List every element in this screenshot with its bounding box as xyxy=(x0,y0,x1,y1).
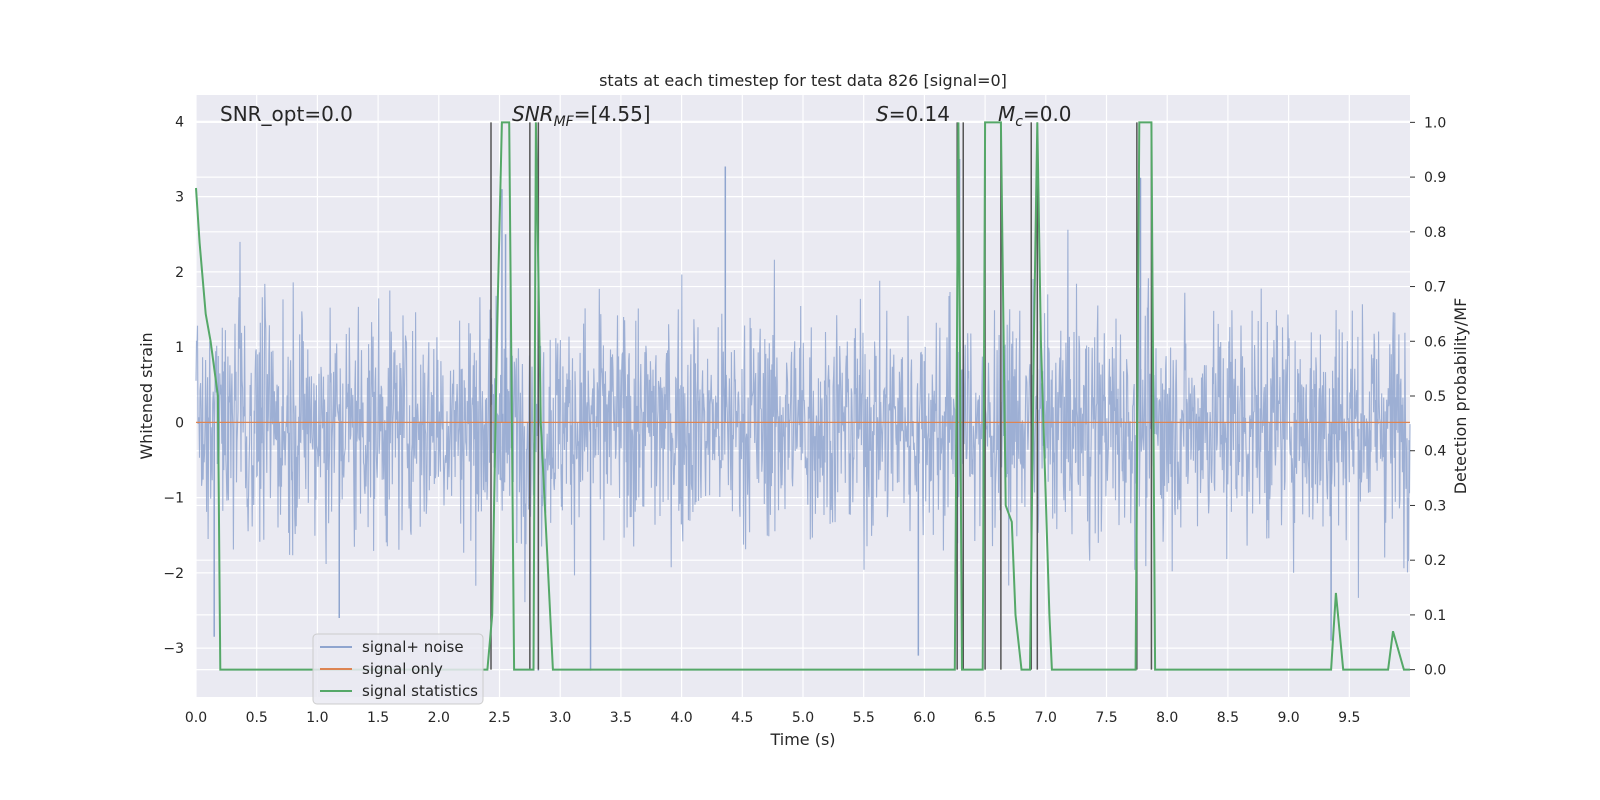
x-tick-label: 4.0 xyxy=(670,710,692,726)
x-tick-label: 8.0 xyxy=(1156,710,1178,726)
x-tick-label: 0.0 xyxy=(185,710,207,726)
annotation-s: S=0.14 xyxy=(876,102,950,126)
x-tick-label: 7.0 xyxy=(1035,710,1057,726)
x-axis-ticks: 0.0 0.5 1.0 1.5 2.0 2.5 3.0 3.5 4.0 4.5 5.0 5.5 6.0 6… xyxy=(185,710,1361,726)
annotation-snr-opt: SNR_opt=0.0 xyxy=(220,102,353,126)
y2-tick-label: 1.0 xyxy=(1424,115,1446,131)
y-axis-ticks: 4 3 2 1 0 −1 −2 −3 xyxy=(163,114,184,657)
legend-label-signal-noise: signal+ noise xyxy=(362,638,464,656)
y2-tick-label: 0.8 xyxy=(1424,225,1446,241)
y2-tick-label: 0.0 xyxy=(1424,663,1446,679)
x-tick-label: 6.5 xyxy=(974,710,996,726)
y2-tick-label: 0.4 xyxy=(1424,444,1446,460)
y-tick-label: 0 xyxy=(175,415,184,431)
x-tick-label: 6.0 xyxy=(913,710,935,726)
x-tick-label: 3.0 xyxy=(549,710,571,726)
y-tick-label: −3 xyxy=(163,641,184,657)
x-tick-label: 1.0 xyxy=(306,710,328,726)
signal-statistics-line xyxy=(195,121,1410,671)
x-tick-label: 0.5 xyxy=(246,710,268,726)
mc-base: M xyxy=(998,102,1015,126)
y2-tick-label: 0.3 xyxy=(1424,498,1446,514)
y2-tick-label: 0.1 xyxy=(1424,608,1446,624)
y2-axis-label: Detection probability/MF xyxy=(1451,298,1470,495)
legend-label-signal-only: signal only xyxy=(362,660,443,678)
x-tick-label: 2.0 xyxy=(428,710,450,726)
x-tick-label: 3.5 xyxy=(610,710,632,726)
x-tick-label: 1.5 xyxy=(367,710,389,726)
y-tick-label: −2 xyxy=(163,566,184,582)
legend-label-signal-statistics: signal statistics xyxy=(362,682,478,700)
y-tick-label: 4 xyxy=(175,114,184,130)
chart-title: stats at each timestep for test data 826… xyxy=(599,71,1007,90)
x-tick-label: 7.5 xyxy=(1095,710,1117,726)
x-tick-label: 9.0 xyxy=(1277,710,1299,726)
x-tick-label: 5.0 xyxy=(792,710,814,726)
x-tick-label: 9.5 xyxy=(1338,710,1360,726)
x-tick-label: 2.5 xyxy=(488,710,510,726)
y2-tick-label: 0.6 xyxy=(1424,334,1446,350)
x-tick-label: 5.5 xyxy=(853,710,875,726)
y-tick-label: 3 xyxy=(175,190,184,206)
signal-statistics-series xyxy=(195,121,1410,671)
mc-sub: c xyxy=(1015,114,1023,130)
x-tick-label: 4.5 xyxy=(731,710,753,726)
signal-noise-line xyxy=(195,229,1411,603)
y2-axis-ticks: 1.0 0.9 0.8 0.7 0.6 0.5 0.4 0.3 0.2 0.1 0.0 xyxy=(1410,115,1446,679)
legend-box xyxy=(312,633,484,705)
snr-mf-value: =[4.55] xyxy=(574,102,651,126)
y-tick-label: −1 xyxy=(163,491,184,507)
y2-tick-label: 0.2 xyxy=(1424,553,1446,569)
s-label: S xyxy=(876,102,889,126)
x-axis-label: Time (s) xyxy=(769,730,835,749)
y2-tick-label: 0.9 xyxy=(1424,170,1446,186)
y-tick-label: 2 xyxy=(175,265,184,281)
y2-tick-label: 0.7 xyxy=(1424,280,1446,296)
y2-tick-label: 0.5 xyxy=(1424,389,1446,405)
legend: signal+ noise signal only signal statist… xyxy=(312,633,484,705)
annotation-snr-mf: SNRMF=[4.55] xyxy=(512,102,651,130)
x-tick-label: 8.5 xyxy=(1217,710,1239,726)
annotation-mc: Mc=0.0 xyxy=(998,102,1072,130)
snr-mf-sub: MF xyxy=(554,114,575,130)
snr-mf-base: SNR xyxy=(512,102,554,126)
y-axis-label: Whitened strain xyxy=(137,332,156,459)
s-value: =0.14 xyxy=(889,102,950,126)
mc-value: =0.0 xyxy=(1023,102,1072,126)
y-tick-label: 1 xyxy=(175,340,184,356)
